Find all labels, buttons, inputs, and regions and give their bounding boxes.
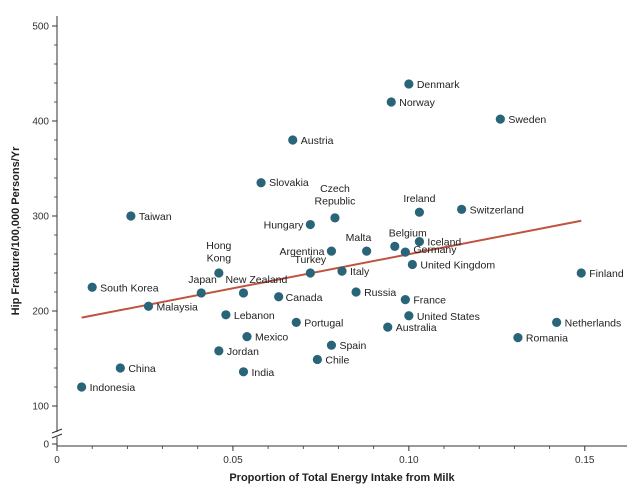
label-united-states: United States — [417, 311, 480, 323]
point-russia — [351, 287, 361, 297]
label-sweden: Sweden — [508, 114, 546, 126]
x-tick-label: 0.15 — [575, 455, 595, 466]
point-switzerland — [457, 204, 467, 214]
axis-break-mark — [51, 428, 63, 434]
y-tick-label: 500 — [32, 22, 49, 33]
point-austria — [288, 135, 298, 145]
point-portugal — [291, 317, 301, 327]
point-south-korea — [87, 282, 97, 292]
trend-line — [81, 219, 582, 319]
label-czech-republic: Czech Republic — [315, 183, 356, 208]
label-france: France — [413, 295, 446, 307]
label-mexico: Mexico — [255, 332, 288, 344]
label-india: India — [251, 367, 274, 379]
label-iceland: Iceland — [427, 237, 461, 249]
label-norway: Norway — [399, 97, 435, 109]
label-canada: Canada — [286, 292, 323, 304]
point-iceland — [414, 237, 425, 247]
point-new-zealand — [238, 288, 249, 298]
label-chile: Chile — [325, 354, 349, 366]
label-south-korea: South Korea — [100, 282, 159, 294]
y-tick-label: 100 — [32, 402, 49, 413]
point-japan — [196, 288, 206, 298]
axis-break-mark — [51, 433, 63, 439]
point-lebanon — [221, 310, 231, 320]
y-tick-label: 200 — [32, 307, 49, 318]
x-axis-title: Proportion of Total Energy Intake from M… — [229, 472, 455, 484]
point-jordan — [214, 346, 224, 356]
point-india — [238, 367, 249, 377]
y-tick-label: 400 — [32, 117, 49, 128]
point-labels: Denmark Norway Sweden Austria Slovakia Taiwan… — [90, 79, 624, 394]
point-sweden — [495, 114, 505, 124]
y-tick-label: 300 — [32, 212, 49, 223]
label-finland: Finland — [589, 268, 624, 280]
label-ireland: Ireland — [403, 193, 435, 205]
data-points — [77, 79, 586, 392]
label-jordan: Jordan — [227, 346, 259, 358]
point-indonesia — [77, 382, 87, 392]
point-hong-kong — [214, 268, 224, 278]
label-germany: Germany — [413, 244, 457, 256]
point-czech-republic — [330, 213, 340, 223]
point-romania — [513, 333, 523, 343]
point-china — [115, 363, 125, 373]
label-malta: Malta — [346, 232, 372, 244]
point-spain — [326, 340, 337, 350]
label-hong-kong: Hong Kong — [206, 240, 231, 265]
label-denmark: Denmark — [417, 79, 460, 91]
label-lebanon: Lebanon — [234, 310, 275, 322]
label-hungary: Hungary — [264, 220, 304, 232]
label-austria: Austria — [301, 135, 334, 147]
point-taiwan — [126, 211, 136, 221]
point-hungary — [305, 219, 315, 230]
label-spain: Spain — [339, 340, 366, 352]
point-slovakia — [256, 178, 266, 188]
point-australia — [383, 322, 393, 332]
label-belgium: Belgium — [389, 227, 427, 239]
point-chile — [312, 354, 322, 365]
point-netherlands — [552, 317, 562, 327]
label-australia: Australia — [396, 322, 437, 334]
label-slovakia: Slovakia — [269, 177, 309, 189]
label-argentina: Argentina — [279, 246, 324, 258]
label-indonesia: Indonesia — [90, 382, 136, 394]
point-belgium — [390, 241, 400, 251]
label-united-kingdom: United Kingdom — [420, 259, 495, 271]
point-malaysia — [143, 301, 154, 311]
y-tick-label: 0 — [43, 440, 49, 451]
y-axis-title: Hip Fracture/100,000 Persons/Yr — [10, 146, 22, 315]
point-ireland — [414, 207, 425, 217]
point-italy — [337, 266, 347, 276]
point-denmark — [404, 79, 414, 89]
point-mexico — [242, 332, 252, 342]
point-argentina — [326, 246, 337, 256]
label-russia: Russia — [364, 287, 396, 299]
label-portugal: Portugal — [304, 317, 343, 329]
axes: 0 0.05 0.10 0.15 0 100 200 300 400 500 — [32, 16, 627, 466]
label-malaysia: Malaysia — [156, 301, 198, 313]
point-finland — [576, 268, 586, 278]
x-tick-label: 0 — [54, 455, 60, 466]
label-turkey: Turkey — [294, 254, 326, 266]
x-tick-label: 0.05 — [223, 455, 243, 466]
label-new-zealand: New Zealand — [225, 274, 287, 286]
label-italy: Italy — [350, 266, 370, 278]
point-turkey — [305, 268, 315, 278]
label-netherlands: Netherlands — [565, 317, 622, 329]
point-united-states — [404, 311, 414, 321]
label-taiwan: Taiwan — [139, 211, 172, 223]
label-japan: Japan — [188, 274, 217, 286]
point-france — [400, 295, 410, 305]
x-tick-label: 0.10 — [399, 455, 419, 466]
point-united-kingdom — [407, 259, 417, 270]
label-romania: Romania — [526, 333, 568, 345]
point-malta — [362, 246, 372, 256]
label-china: China — [128, 363, 156, 375]
label-switzerland: Switzerland — [470, 204, 524, 216]
point-germany — [400, 247, 410, 257]
point-canada — [274, 292, 284, 302]
point-norway — [386, 97, 396, 107]
